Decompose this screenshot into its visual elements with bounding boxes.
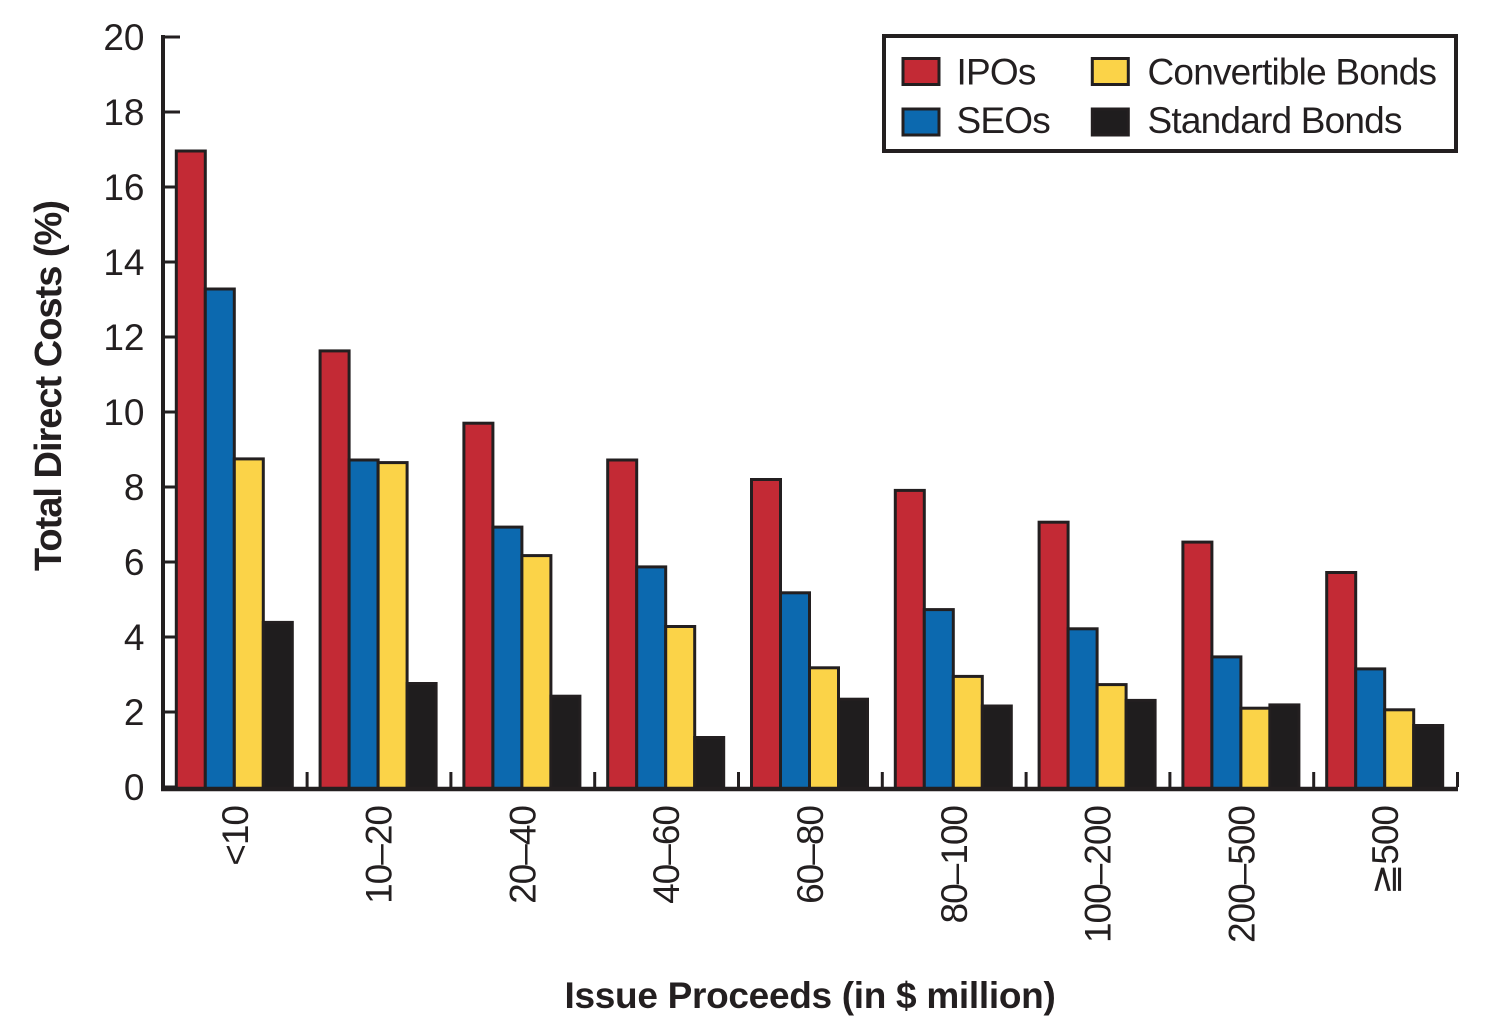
svg-text:16: 16 — [103, 167, 144, 208]
svg-text:2: 2 — [124, 692, 145, 733]
svg-text:200–500: 200–500 — [1221, 806, 1262, 943]
svg-text:Issue Proceeds (in $ million): Issue Proceeds (in $ million) — [565, 975, 1056, 1016]
svg-text:Convertible Bonds: Convertible Bonds — [1148, 52, 1437, 93]
svg-text:IPOs: IPOs — [957, 52, 1036, 93]
svg-text:18: 18 — [103, 92, 144, 133]
svg-text:Standard Bonds: Standard Bonds — [1148, 100, 1402, 141]
svg-text:Total Direct Costs (%): Total Direct Costs (%) — [28, 201, 70, 571]
svg-text:100–200: 100–200 — [1078, 806, 1119, 943]
svg-text:10: 10 — [103, 392, 144, 433]
svg-text:20: 20 — [103, 17, 144, 58]
svg-text:0: 0 — [124, 767, 145, 808]
svg-text:4: 4 — [124, 617, 145, 658]
svg-text:40–60: 40–60 — [646, 806, 687, 904]
svg-text:SEOs: SEOs — [957, 100, 1051, 141]
svg-text:80–100: 80–100 — [934, 806, 975, 924]
svg-text:60–80: 60–80 — [790, 806, 831, 904]
svg-text:20–40: 20–40 — [502, 806, 543, 904]
svg-text:8: 8 — [124, 467, 145, 508]
svg-text:12: 12 — [103, 317, 144, 358]
svg-text:≧500: ≧500 — [1365, 806, 1406, 895]
svg-text:14: 14 — [103, 242, 144, 283]
svg-text:6: 6 — [124, 542, 145, 583]
svg-text:<10: <10 — [215, 806, 256, 866]
svg-text:10–20: 10–20 — [359, 806, 400, 904]
